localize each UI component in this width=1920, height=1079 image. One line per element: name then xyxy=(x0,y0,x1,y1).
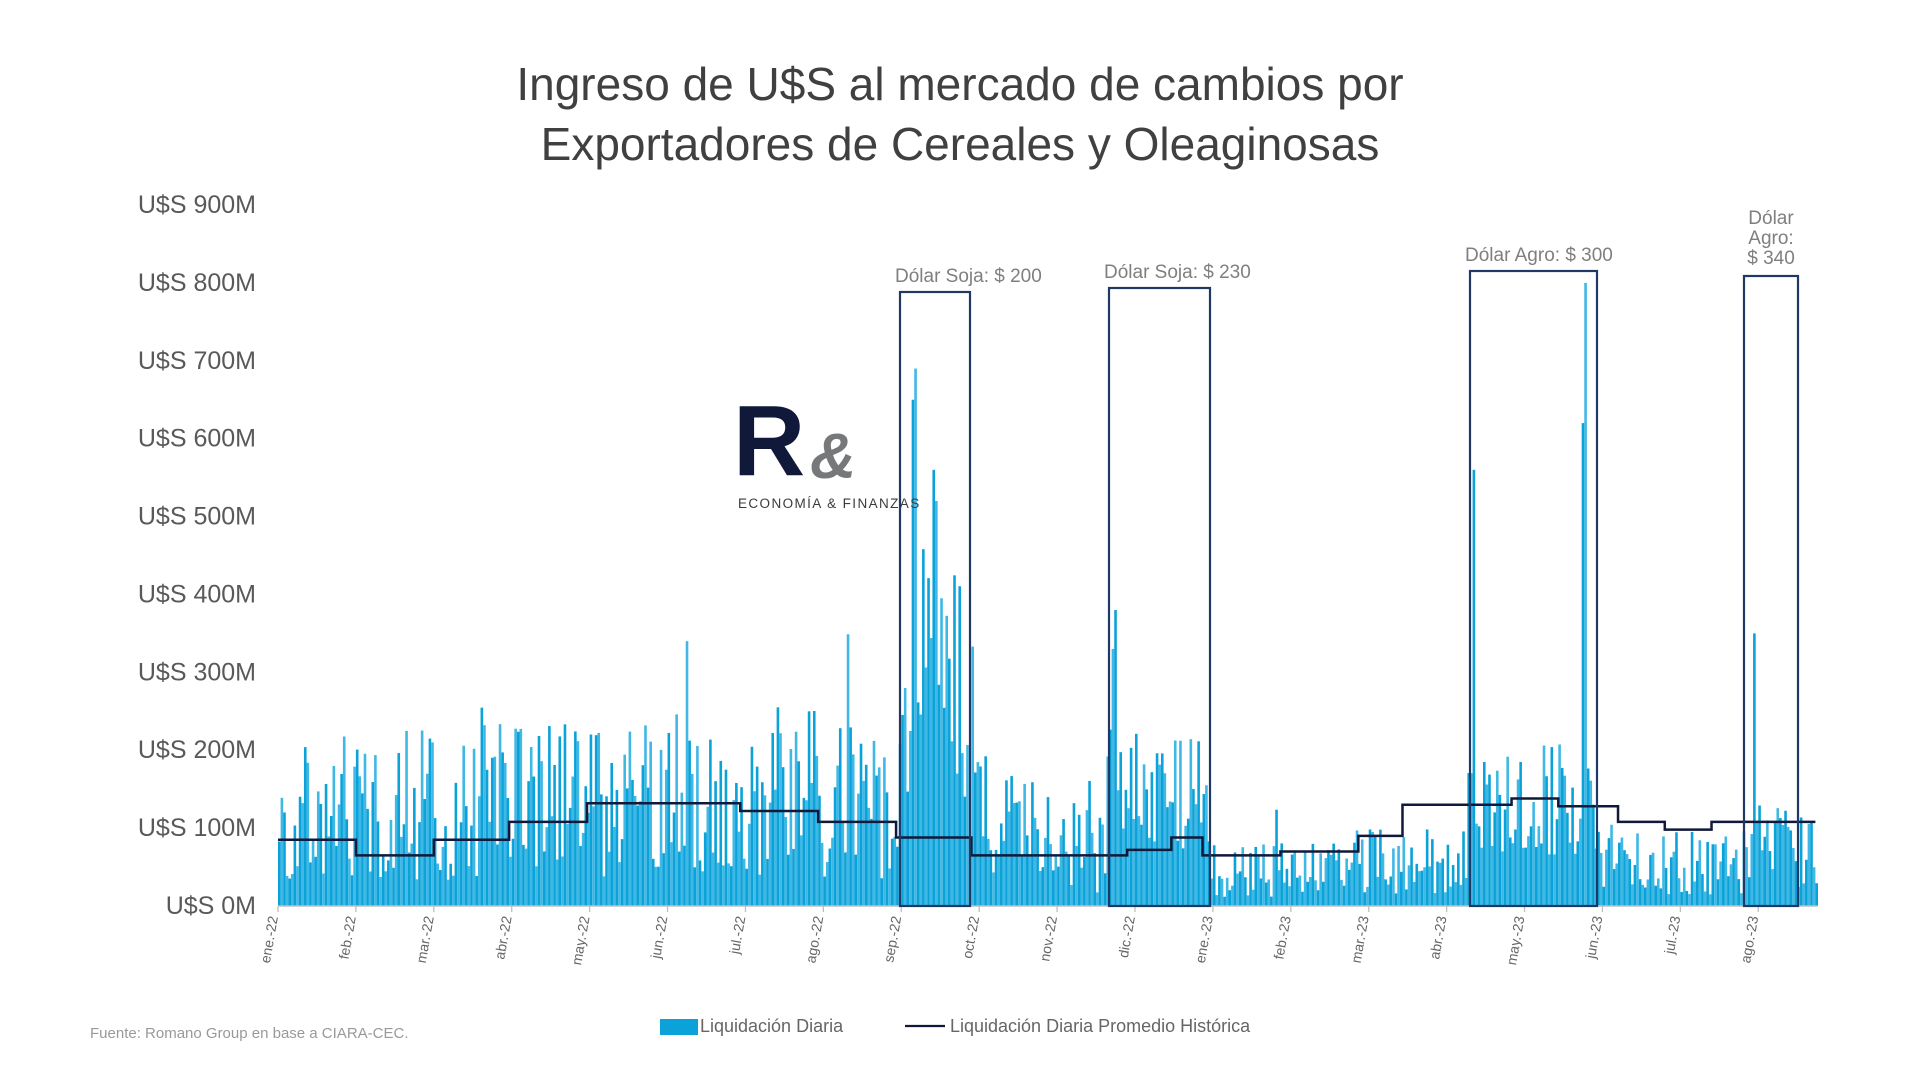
svg-text:Dólar Soja: $ 200: Dólar Soja: $ 200 xyxy=(895,266,1042,287)
svg-text:U$S 0M: U$S 0M xyxy=(166,892,256,920)
svg-text:Agro:: Agro: xyxy=(1748,228,1793,249)
svg-text:Liquidación Diaria: Liquidación Diaria xyxy=(700,1016,844,1036)
svg-text:&: & xyxy=(810,420,856,492)
svg-text:U$S 700M: U$S 700M xyxy=(138,347,256,375)
svg-text:U$S 500M: U$S 500M xyxy=(138,503,256,531)
svg-text:U$S 600M: U$S 600M xyxy=(138,425,256,453)
svg-text:R: R xyxy=(733,385,805,497)
svg-text:ECONOMÍA & FINANZAS: ECONOMÍA & FINANZAS xyxy=(738,496,921,511)
svg-text:Fuente: Romano Group en base a: Fuente: Romano Group en base a CIARA-CEC… xyxy=(90,1025,409,1042)
svg-text:Ingreso de U$S al mercado de c: Ingreso de U$S al mercado de cambios por xyxy=(516,58,1403,110)
svg-text:U$S 400M: U$S 400M xyxy=(138,580,256,608)
svg-text:U$S 200M: U$S 200M xyxy=(138,736,256,764)
svg-text:Dólar: Dólar xyxy=(1748,208,1794,229)
svg-text:Exportadores de Cereales y Ole: Exportadores de Cereales y Oleaginosas xyxy=(541,118,1380,170)
svg-text:U$S 300M: U$S 300M xyxy=(138,658,256,686)
svg-text:U$S 900M: U$S 900M xyxy=(138,191,256,219)
svg-text:Dólar Soja: $ 230: Dólar Soja: $ 230 xyxy=(1104,262,1251,283)
svg-text:U$S 800M: U$S 800M xyxy=(138,269,256,297)
svg-text:U$S 100M: U$S 100M xyxy=(138,814,256,842)
svg-text:$ 340: $ 340 xyxy=(1747,248,1795,269)
svg-text:Dólar Agro: $ 300: Dólar Agro: $ 300 xyxy=(1465,245,1613,266)
svg-text:Liquidación Diaria Promedio Hi: Liquidación Diaria Promedio Histórica xyxy=(950,1016,1251,1036)
